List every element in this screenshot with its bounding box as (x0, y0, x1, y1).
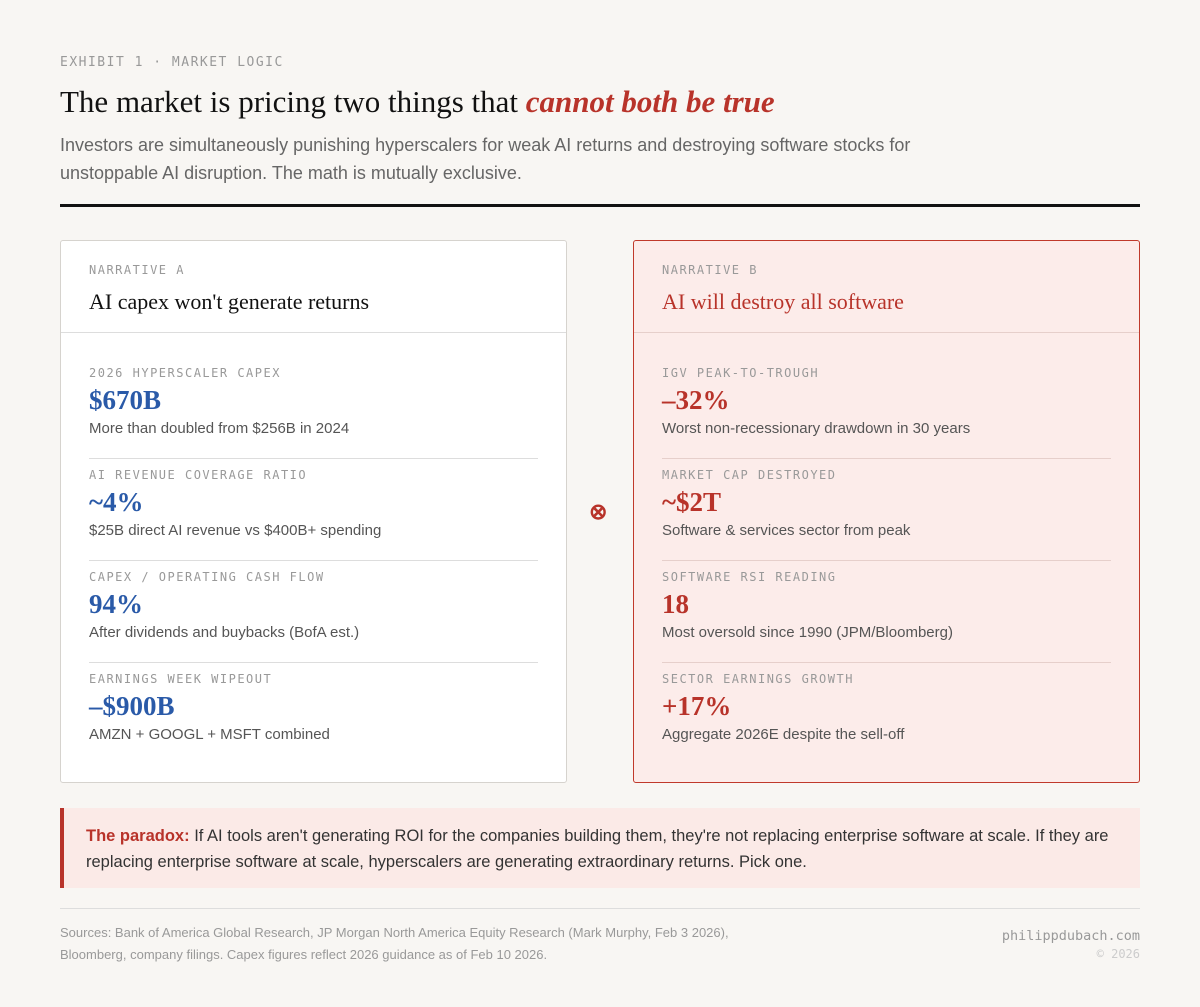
stat-value: ~$2T (662, 487, 722, 517)
title-plain: The market is pricing two things that (60, 84, 526, 119)
stat-value: +17% (662, 691, 732, 721)
subtitle: Investors are simultaneously punishing h… (60, 135, 911, 183)
stat-label: AI REVENUE COVERAGE RATIO (89, 468, 308, 482)
card-title: AI capex won't generate returns (89, 289, 370, 314)
stat-item: SOFTWARE RSI READING 18 Most oversold sinc… (662, 561, 1111, 663)
stat-value: $670B (89, 385, 162, 415)
stat-label: MARKET CAP DESTROYED (662, 468, 837, 482)
callout-lead: The paradox: (86, 827, 190, 845)
stat-label: CAPEX / OPERATING CASH FLOW (89, 570, 325, 584)
stat-value: ~4% (89, 487, 144, 517)
stat-item: EARNINGS WEEK WIPEOUT –$900B AMZN + GOOGL … (89, 663, 538, 765)
stat-desc: Worst non-recessionary drawdown in 30 ye… (662, 420, 971, 437)
sources: Sources: Bank of America Global Research… (60, 925, 729, 962)
stat-item: IGV PEAK-TO-TROUGH –32% Worst non-recessio… (662, 357, 1111, 459)
stat-label: SOFTWARE RSI READING (662, 570, 837, 584)
stat-desc: AMZN + GOOGL + MSFT combined (89, 726, 330, 743)
page-title: The market is pricing two things that ca… (60, 84, 775, 120)
stat-item: MARKET CAP DESTROYED ~$2T Software & servi… (662, 459, 1111, 561)
stat-item: SECTOR EARNINGS GROWTH +17% Aggregate 2026… (662, 663, 1111, 765)
stat-value: –$900B (89, 691, 175, 721)
card-title: AI will destroy all software (662, 289, 904, 314)
stat-label: SECTOR EARNINGS GROWTH (662, 672, 854, 686)
callout-text: If AI tools aren't generating ROI for th… (86, 827, 1109, 871)
versus-x-icon: ⊗ (589, 499, 608, 524)
stat-desc: After dividends and buybacks (BofA est.) (89, 624, 360, 641)
stat-desc: Most oversold since 1990 (JPM/Bloomberg) (662, 624, 953, 641)
stat-label: EARNINGS WEEK WIPEOUT (89, 672, 273, 686)
stat-desc: $25B direct AI revenue vs $400B+ spendin… (89, 522, 382, 539)
stat-label: IGV PEAK-TO-TROUGH (662, 366, 820, 380)
copyright: © 2026 (1096, 947, 1140, 961)
stat-label: 2026 HYPERSCALER CAPEX (89, 366, 281, 380)
card-label: NARRATIVE B (662, 263, 758, 277)
stat-item: 2026 HYPERSCALER CAPEX $670B More than dou… (89, 357, 538, 459)
stat-value: 18 (662, 589, 689, 619)
stat-desc: Software & services sector from peak (662, 522, 911, 539)
header-rule (60, 204, 1140, 207)
footer-rule (60, 908, 1140, 909)
title-emphasis: cannot both be true (525, 84, 775, 119)
card-label: NARRATIVE A (89, 263, 185, 277)
stat-item: CAPEX / OPERATING CASH FLOW 94% After divi… (89, 561, 538, 663)
paradox-callout: The paradox: If AI tools aren't generati… (60, 808, 1140, 888)
narrative-b-card: NARRATIVE B AI will destroy all software … (633, 240, 1140, 783)
stat-desc: More than doubled from $256B in 2024 (89, 420, 350, 437)
stat-value: –32% (662, 385, 730, 415)
narrative-a-card: NARRATIVE A AI capex won't generate retur… (60, 240, 567, 783)
stat-item: AI REVENUE COVERAGE RATIO ~4% $25B direct … (89, 459, 538, 561)
stat-desc: Aggregate 2026E despite the sell-off (662, 726, 905, 743)
stat-value: 94% (89, 589, 143, 619)
site-link[interactable]: philippdubach.com (1001, 928, 1140, 944)
eyebrow: EXHIBIT 1 · MARKET LOGIC (60, 55, 284, 70)
